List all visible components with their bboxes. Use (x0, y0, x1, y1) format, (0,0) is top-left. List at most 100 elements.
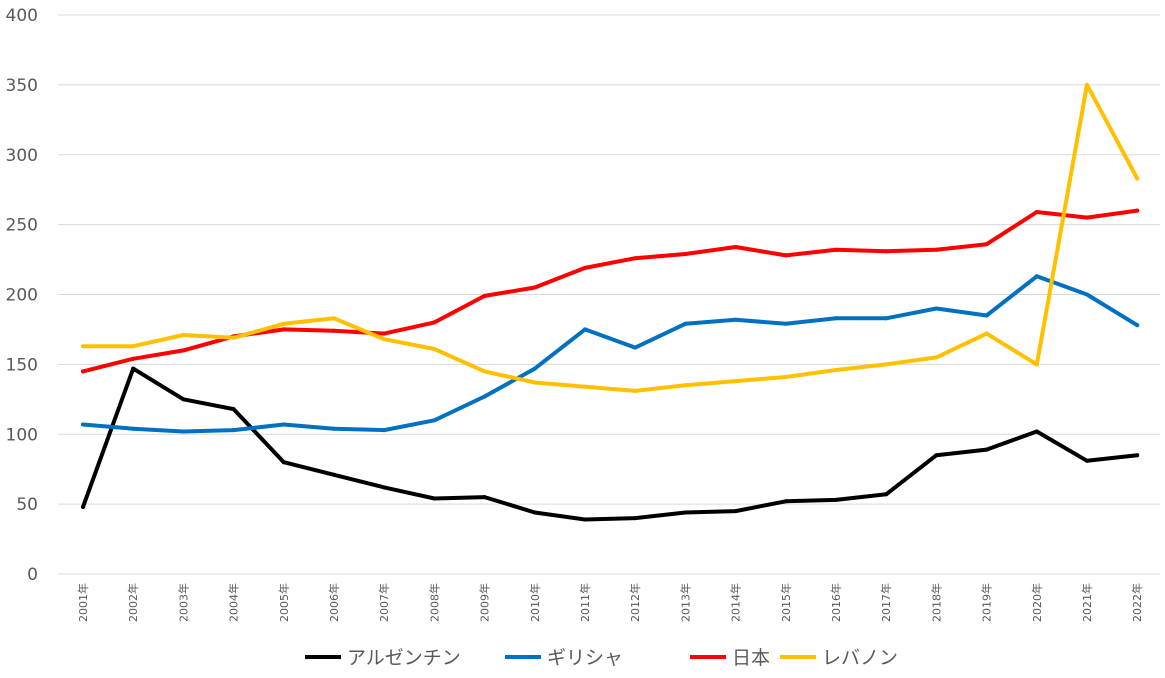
data-point (683, 321, 688, 326)
data-point (432, 418, 437, 423)
data-point (834, 316, 838, 321)
data-point (181, 348, 186, 353)
data-point (281, 422, 286, 427)
data-point (633, 256, 638, 261)
data-point (432, 320, 437, 325)
data-point (934, 355, 939, 360)
data-point (81, 504, 85, 509)
y-tick-label: 350 (6, 76, 38, 96)
legend-label: アルゼンチン (347, 647, 461, 669)
data-point (934, 247, 939, 252)
x-tick-label: 2011年 (578, 583, 592, 622)
data-point (733, 245, 738, 249)
data-point (231, 407, 236, 412)
data-point (683, 383, 688, 388)
y-axis-labels: 0 50 100 150 200 250 300 350 400 (6, 6, 38, 585)
data-point (382, 337, 387, 342)
data-point (131, 426, 136, 431)
series-line-0 (81, 366, 1140, 522)
legend-item-3: レバノン (780, 647, 898, 669)
data-point (482, 394, 487, 399)
data-point (934, 306, 939, 311)
data-point (231, 428, 236, 433)
data-point (382, 331, 387, 336)
data-point (683, 510, 688, 515)
data-point (884, 362, 889, 367)
data-point (884, 316, 889, 321)
data-point (884, 492, 889, 497)
data-point (532, 366, 537, 371)
data-point (281, 327, 286, 332)
data-point (934, 453, 939, 458)
x-tick-label: 2005年 (277, 583, 291, 622)
data-point (1135, 176, 1140, 181)
data-point (733, 379, 738, 384)
data-point (633, 516, 638, 521)
data-point (81, 344, 85, 349)
data-point (583, 384, 587, 389)
y-tick-label: 250 (6, 216, 38, 236)
x-tick-label: 2007年 (377, 583, 391, 622)
y-tick-label: 0 (27, 565, 38, 585)
data-point (81, 369, 85, 374)
data-point (482, 293, 487, 298)
y-tick-label: 300 (6, 146, 38, 166)
data-point (281, 321, 286, 326)
data-point (633, 388, 638, 393)
data-point (532, 380, 537, 385)
data-point (81, 422, 85, 427)
data-point (1085, 82, 1089, 87)
data-point (583, 517, 587, 522)
data-point (231, 335, 236, 340)
data-point (532, 285, 537, 290)
data-point (332, 426, 336, 431)
gridlines (58, 14, 1160, 575)
y-tick-label: 100 (6, 425, 38, 445)
data-point (984, 447, 989, 452)
data-point (1085, 458, 1089, 463)
y-tick-label: 200 (6, 286, 38, 306)
data-point (1034, 429, 1039, 434)
data-point (834, 368, 838, 372)
series-line-1 (81, 274, 1140, 434)
data-point (432, 347, 437, 351)
data-point (683, 252, 688, 256)
data-point (1085, 215, 1089, 220)
legend-label: レバノン (822, 647, 898, 669)
x-tick-label: 2016年 (829, 583, 843, 622)
data-point (532, 510, 537, 515)
data-point (733, 317, 738, 322)
x-tick-label: 2003年 (176, 583, 190, 622)
data-point (1034, 362, 1039, 367)
x-tick-label: 2012年 (628, 583, 642, 622)
data-point (984, 242, 989, 247)
data-point (834, 497, 838, 502)
data-point (432, 496, 437, 501)
x-tick-label: 2020年 (1030, 583, 1044, 622)
x-tick-label: 2013年 (678, 583, 692, 622)
legend: アルゼンチン ギリシャ 日本 レバノン (305, 647, 898, 669)
data-point (482, 369, 487, 374)
x-tick-label: 2014年 (729, 583, 743, 622)
data-point (482, 495, 487, 500)
data-point (382, 485, 387, 490)
x-axis-labels: 2001年 2002年 2003年 2004年 2005年 2006年 2007年 2008年… (76, 583, 1144, 622)
data-point (733, 509, 738, 514)
x-tick-label: 2021年 (1080, 583, 1094, 622)
x-tick-label: 2002年 (126, 583, 140, 622)
data-point (633, 345, 638, 350)
data-point (332, 472, 336, 477)
x-tick-label: 2009年 (478, 583, 492, 622)
data-point (783, 253, 788, 258)
y-tick-label: 400 (6, 6, 38, 26)
data-point (131, 356, 136, 361)
data-point (583, 327, 587, 332)
data-point (281, 460, 286, 465)
x-tick-label: 2018年 (929, 583, 943, 622)
x-tick-label: 2010年 (528, 583, 542, 622)
data-point (382, 428, 387, 433)
x-tick-label: 2017年 (879, 583, 893, 622)
data-point (1135, 453, 1140, 458)
